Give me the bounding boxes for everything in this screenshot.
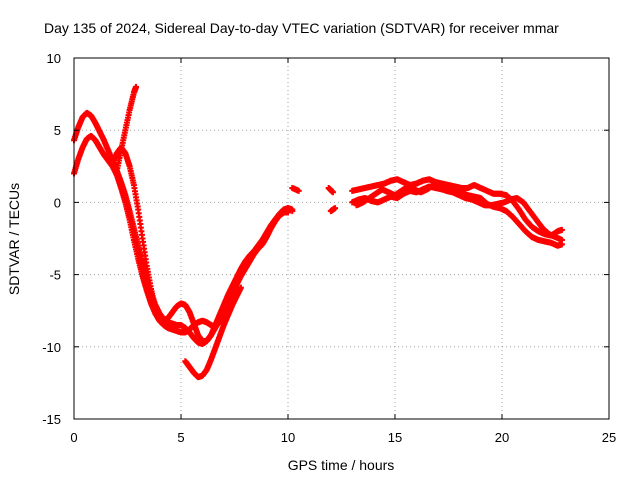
axis-ticks: 0 5 10 15 20 25 10 5 0 -5 -10 -15 <box>42 51 616 445</box>
y-tick-label: 5 <box>54 123 61 138</box>
x-tick-label: 15 <box>388 430 402 445</box>
y-tick-label: -5 <box>49 268 61 283</box>
series-track-c <box>109 144 291 345</box>
series-track-g <box>353 182 565 243</box>
grid-lines <box>74 58 609 419</box>
data-point <box>558 236 565 243</box>
x-tick-label: 5 <box>177 430 184 445</box>
x-tick-label: 0 <box>70 430 77 445</box>
data-point <box>329 189 336 196</box>
y-axis-label: SDTVAR / TECUs <box>6 183 22 295</box>
series-track-a <box>71 109 296 347</box>
data-point <box>285 205 291 212</box>
x-tick-label: 10 <box>281 430 295 445</box>
data-point <box>237 284 244 291</box>
data-point <box>133 83 140 90</box>
y-tick-label: 0 <box>54 195 61 210</box>
data-point <box>295 187 302 194</box>
x-tick-label: 20 <box>495 430 509 445</box>
y-tick-label: -10 <box>42 340 61 355</box>
chart-title: Day 135 of 2024, Sidereal Day-to-day VTE… <box>44 20 559 36</box>
x-axis-label: GPS time / hours <box>288 457 395 473</box>
y-tick-label: 10 <box>47 51 61 66</box>
y-tick-label: -15 <box>42 412 61 427</box>
data-points <box>71 83 565 381</box>
data-point <box>558 226 565 233</box>
series-track-d <box>113 83 244 381</box>
plot-frame <box>73 57 610 420</box>
x-tick-label: 25 <box>602 430 616 445</box>
data-point <box>289 208 296 215</box>
data-point <box>332 205 339 212</box>
